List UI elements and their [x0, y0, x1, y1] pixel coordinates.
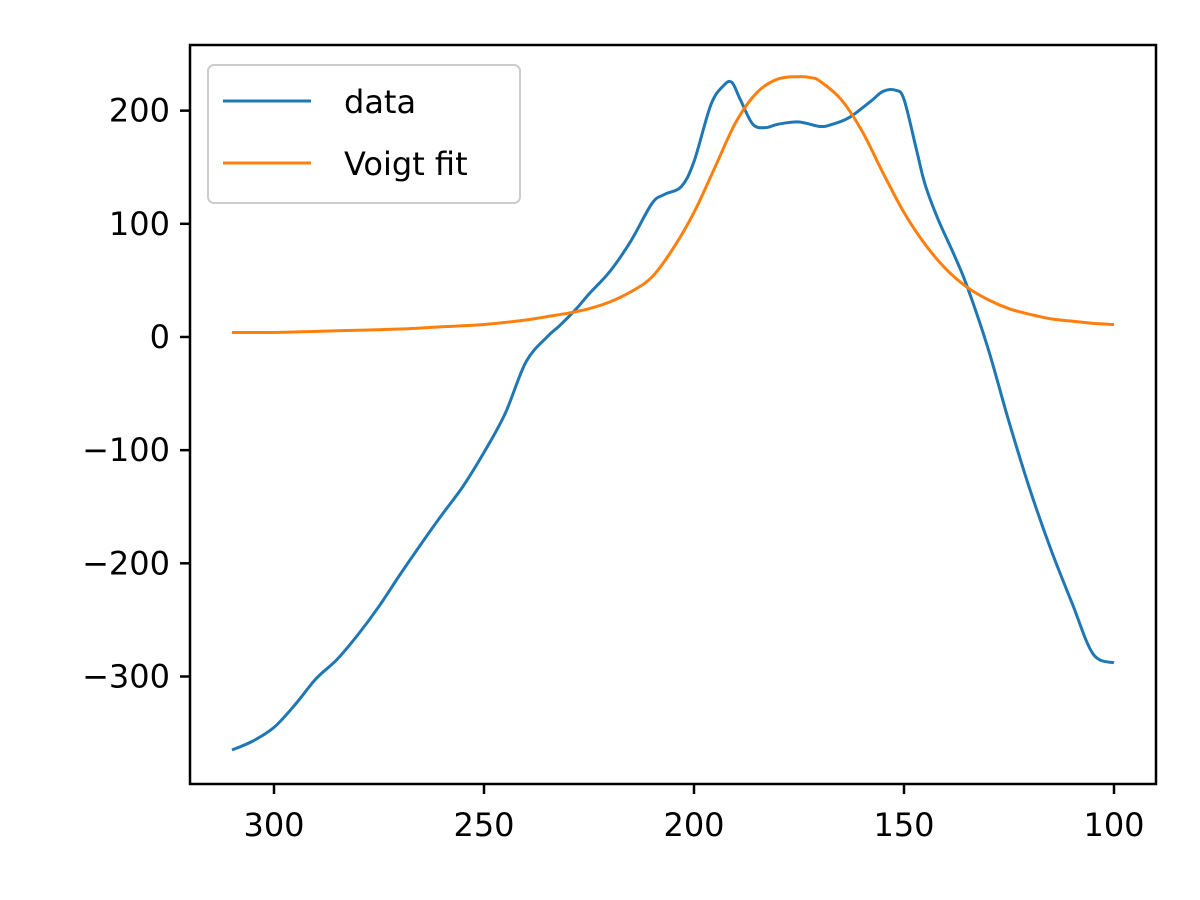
series-layer — [231, 75, 1115, 752]
y-tick-label: −200 — [82, 544, 170, 582]
y-tick-label: 200 — [109, 92, 170, 130]
series-line-data — [231, 79, 1115, 752]
y-tick-label: 0 — [150, 318, 170, 356]
y-tick-label: 100 — [109, 205, 170, 243]
x-tick-label: 200 — [663, 806, 724, 844]
x-tick-label: 250 — [453, 806, 514, 844]
x-tick-label: 300 — [243, 806, 304, 844]
y-tick-label: −100 — [82, 431, 170, 469]
legend-label-voigt-fit: Voigt fit — [344, 145, 468, 183]
x-axis: 300 250 200 150 100 — [243, 784, 1145, 844]
y-tick-label: −300 — [82, 657, 170, 695]
x-tick-label: 100 — [1083, 806, 1144, 844]
plot-frame — [188, 43, 1158, 786]
x-tick-label: 150 — [873, 806, 934, 844]
series-line-voigt-fit — [231, 75, 1115, 335]
legend: data Voigt fit — [207, 64, 521, 204]
legend-label-data: data — [344, 83, 416, 121]
y-axis: 200 100 0 −100 −200 −300 — [82, 92, 190, 695]
